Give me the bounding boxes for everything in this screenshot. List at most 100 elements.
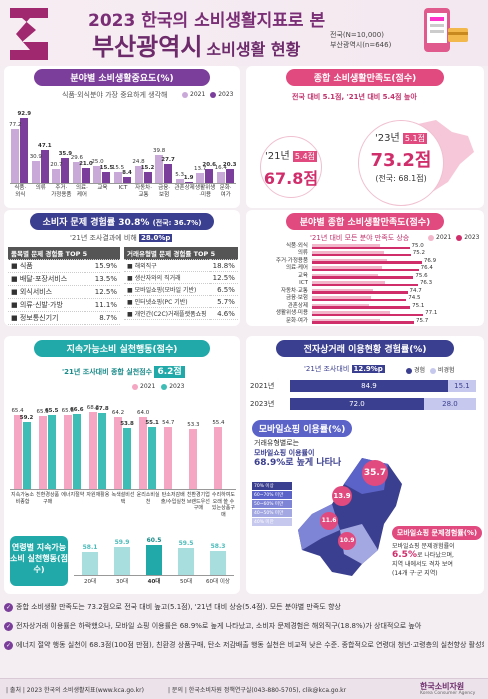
map-value-3: 11.6 <box>320 512 338 530</box>
sustainable-value-2023: 67.8 <box>95 405 109 412</box>
field-satisfaction-chart: 식품·외식 75.0 의류 75.2 주거·가정용품 76.9 의료·케어 76.4 교육 75.… <box>250 243 480 325</box>
importance-value-2021: 24.8 <box>132 158 145 165</box>
sustainable-category-label: 녹색설비선택 <box>111 492 135 505</box>
importance-category-label: 문화·여가 <box>219 185 232 198</box>
field-bar-2021 <box>312 318 381 322</box>
field-bar-2023 <box>312 261 422 264</box>
sustainable-value-2023: 59.2 <box>19 415 34 422</box>
summary-list: ✓ 종합 소비생활 만족도는 73.2점으로 전국 대비 높고(5.1점), '2… <box>4 602 484 650</box>
field-value-2023: 75.2 <box>412 250 426 257</box>
satisfaction-title: 종합 소비생활만족도(점수) <box>286 69 444 86</box>
importance-bar-2023 <box>61 157 70 183</box>
field-bar-2023 <box>312 276 414 279</box>
sustainable-value-2021: 53.3 <box>187 422 200 429</box>
field-category-label: 의료·케어 <box>286 265 308 272</box>
sustainable-value-2021: 68.3 <box>86 405 99 412</box>
sustainable-value-2021: 65.4 <box>11 408 24 415</box>
field-category-label: 주거·가정용품 <box>275 257 308 264</box>
problems-channel-row: ■ 인터넷쇼핑(PC 기반) 5.7% <box>124 295 238 308</box>
footer-org: 한국소비자원 <box>420 682 465 691</box>
age-bar <box>178 548 194 575</box>
sustainable-value-2023: 55.1 <box>145 420 159 427</box>
footer-org-en: Korea Consumer Agency <box>420 691 476 696</box>
age-bar <box>82 552 98 575</box>
importance-category-label: 의료·케어 <box>75 185 88 198</box>
importance-value-2023: 8.4 <box>122 170 132 177</box>
importance-bar-2021 <box>196 173 205 183</box>
problems-item-table: 품목별 문제 경험률 TOP 5 ■ 식품 15.9% ■ 배달·포장서비스 13.5… <box>8 247 120 325</box>
importance-category-label: 교육 <box>97 185 108 191</box>
problems-item-row: ■ 의류·신발·가방 11.1% <box>8 298 120 312</box>
importance-value-2023: 92.9 <box>17 110 32 117</box>
importance-panel: 분야별 소비생활중요도(%) 식품·외식분야 가장 중요하게 생각해 2021 … <box>4 66 240 208</box>
importance-legend: 2021 2023 <box>182 91 233 98</box>
field-category-label: 식품·외식 <box>286 243 308 249</box>
field-bar-2021 <box>312 296 371 299</box>
problems-note: '21년 조사결과에 비해 28.0%p <box>70 234 173 242</box>
importance-value-2021: 30.9 <box>29 154 42 161</box>
field-satisfaction-legend: 2021 2023 <box>428 234 479 241</box>
satisfaction-2021-circle: '21년 5.4점 67.8점 <box>260 136 322 198</box>
sample-meta: 전국(N=10,000) 부산광역시(n=646) <box>330 31 392 49</box>
importance-bar-2023 <box>40 150 49 183</box>
field-bar-2021 <box>312 273 379 277</box>
region-title: 부산광역시 소비생활 현황 <box>92 33 301 61</box>
footer: | 출처 | 2023 한국의 소비생활지표(www.kca.go.kr) | … <box>0 678 488 699</box>
field-category-label: 자동차·교통 <box>280 287 308 294</box>
field-bar-2023 <box>312 321 415 324</box>
satisfaction-panel: 종합 소비생활만족도(점수) 전국 대비 5.1점, '21년 대비 5.4점 … <box>246 66 484 208</box>
importance-category-label: 금융·보험 <box>158 185 171 198</box>
importance-value-2023: 15.5 <box>99 165 114 172</box>
importance-bar-2021 <box>155 155 164 183</box>
sustainable-bar-2021 <box>63 415 72 489</box>
importance-value-2021: 77.2 <box>9 121 22 128</box>
field-value-2023: 75.7 <box>416 317 429 324</box>
importance-value-2023: 1.9 <box>183 174 194 181</box>
sustainable-value-2021: 65.3 <box>36 408 49 415</box>
problems-item-row: ■ 외식서비스 12.5% <box>8 285 120 299</box>
importance-value-2023: 20.3 <box>222 161 237 168</box>
importance-bar-2021 <box>11 128 20 183</box>
header <box>0 0 488 66</box>
importance-category-label: 관혼상제 <box>174 185 195 191</box>
ecommerce-bar-nonexperience: 15.1 <box>447 380 476 392</box>
field-value-2023: 75.6 <box>415 272 428 279</box>
importance-category-label: 주거·가정용품 <box>51 185 72 198</box>
importance-bar-2023 <box>102 172 111 183</box>
ecommerce-bar-nonexperience: 28.0 <box>423 398 476 410</box>
sustainable-bar-2021 <box>139 417 148 489</box>
field-bar-2021 <box>312 311 390 314</box>
field-value-2023: 75.0 <box>411 243 424 249</box>
sustainable-bar-2021 <box>189 429 198 489</box>
map-legend-item: 40% 미만 <box>252 518 292 526</box>
importance-category-label: ICT <box>118 185 128 191</box>
importance-value-2021: 25.0 <box>91 158 104 165</box>
age-bar <box>146 545 162 575</box>
ecommerce-title: 전자상거래 이용현황 경험률(%) <box>276 340 454 357</box>
importance-title: 분야별 소비생활중요도(%) <box>34 69 210 86</box>
importance-value-2023: 15.2 <box>140 165 155 172</box>
sustainable-bar-2021 <box>88 412 97 489</box>
kca-logo-icon <box>10 8 48 60</box>
importance-value-2021: 5.3 <box>175 172 184 179</box>
sustainable-value-2021: 64.0 <box>136 410 150 416</box>
importance-value-2023: 47.1 <box>38 143 52 150</box>
importance-value-2021: 16.4 <box>214 164 227 171</box>
map-legend-item: 50~60% 미만 <box>252 500 292 508</box>
satisfaction-note: 전국 대비 5.1점, '21년 대비 5.4점 높아 <box>292 93 417 101</box>
sustainable-bar-2021 <box>114 416 122 489</box>
importance-bar-2023 <box>205 168 214 183</box>
age-label: 30대 <box>115 579 129 585</box>
footer-source: | 출처 | 2023 한국의 소비생활지표(www.kca.go.kr) <box>6 687 144 694</box>
problems-item-row: ■ 정보통신기기 8.7% <box>8 311 120 325</box>
field-bar-2023 <box>312 246 410 249</box>
map-legend-item: 60~70% 미만 <box>252 491 292 499</box>
field-satisfaction-title: 분야별 종합 소비생활만족도(점수) <box>286 213 444 230</box>
age-value: 58.1 <box>82 544 98 552</box>
sustainable-value-2023: 66.6 <box>69 407 84 414</box>
sustainable-bar-2021 <box>38 415 47 489</box>
importance-bar-2023 <box>225 168 234 183</box>
summary-item: ✓ 종합 소비생활 만족도는 73.2점으로 전국 대비 높고(5.1점), '2… <box>4 603 341 612</box>
sustainable-bar-2023 <box>72 414 81 489</box>
importance-category-label: 생활위생·미용 <box>195 185 216 198</box>
